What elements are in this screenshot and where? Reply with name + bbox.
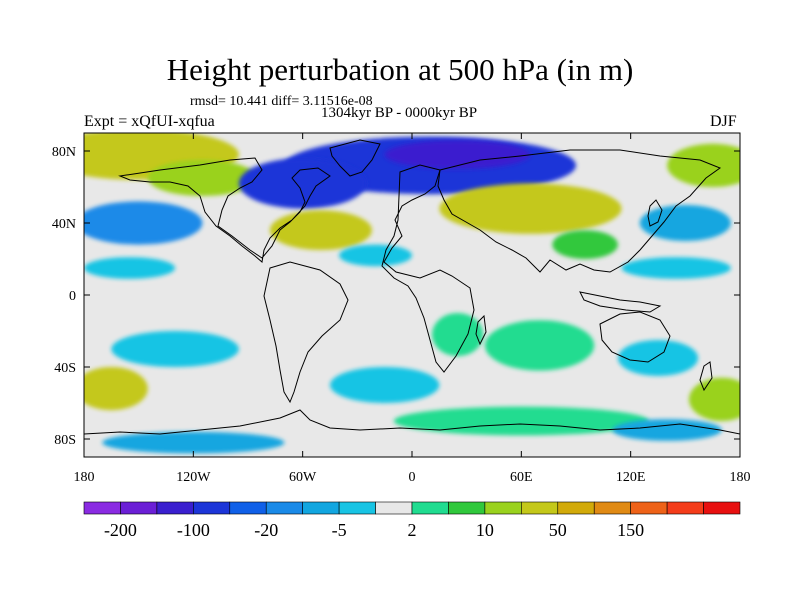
colorbar-swatch	[593, 501, 631, 515]
field-region-south-atlantic-low	[330, 367, 440, 403]
stats-line: rmsd= 10.441 diff= 3.11516e-08	[190, 94, 373, 109]
x-axis: 180 120W 60W 0 60E 120E 180	[74, 133, 751, 485]
colorbar-label: 10	[476, 520, 494, 540]
colorbar-label: 2	[408, 520, 417, 540]
x-tick-label: 180	[730, 470, 751, 485]
field-region-south-pacific-low	[111, 331, 239, 367]
colorbar-label: 150	[617, 520, 644, 540]
coastlines	[84, 139, 740, 435]
chart-title: Height perturbation at 500 hPa (in m)	[166, 52, 634, 87]
chart-subtitle: 1304kyr BP - 0000kyr BP	[321, 105, 478, 121]
coast-antarctica	[84, 409, 740, 435]
coast-asia	[437, 149, 722, 273]
colorbar-swatch	[411, 501, 449, 515]
coast-europe-africa	[381, 164, 475, 373]
field-region-pacific-southern-low	[612, 419, 722, 441]
colorbar-swatch	[302, 501, 340, 515]
colorbar-swatch	[120, 501, 158, 515]
colorbar-swatch	[703, 501, 741, 515]
field-region-canada-low	[238, 158, 367, 209]
colorbar-label: -100	[177, 520, 210, 540]
coast-indonesia	[579, 291, 662, 313]
x-tick-label: 60W	[289, 470, 317, 485]
field-regions	[84, 133, 740, 454]
colorbar-swatch	[83, 501, 121, 515]
x-tick-label: 180	[74, 470, 95, 485]
field-region-indian-ocean-green	[484, 320, 595, 371]
coast-north-america	[118, 157, 331, 263]
field-region-eurasia-high	[439, 183, 622, 234]
colorbar: -200 -100 -20 -5 2 10 50 150	[83, 501, 741, 540]
colorbar-swatch	[375, 501, 413, 515]
field-region-antarctic-low	[102, 431, 285, 454]
coast-japan	[647, 199, 663, 227]
colorbar-label: -20	[254, 520, 278, 540]
y-tick-label: 40N	[52, 217, 76, 232]
colorbar-swatch	[448, 501, 486, 515]
colorbar-swatch	[484, 501, 522, 515]
y-tick-label: 80N	[52, 145, 76, 160]
coast-new-zealand	[699, 361, 713, 392]
field-region-southern-ocean-green	[393, 406, 649, 436]
field-region-arctic-east-high	[667, 143, 740, 187]
colorbar-swatch	[156, 501, 194, 515]
coast-madagascar	[475, 314, 487, 346]
colorbar-swatch	[338, 501, 376, 515]
colorbar-swatch	[265, 501, 303, 515]
colorbar-label: 50	[549, 520, 567, 540]
field-region-south-pacific-high	[84, 367, 148, 411]
coast-greenland	[329, 139, 381, 177]
field-region-north-america-high	[147, 160, 258, 196]
x-tick-label: 120E	[616, 470, 646, 485]
colorbar-swatch	[666, 501, 704, 515]
field-region-tropical-band-east	[621, 257, 731, 279]
y-tick-label: 0	[69, 289, 76, 304]
coast-south-america	[263, 261, 349, 404]
field-region-east-asia-low	[639, 205, 731, 241]
colorbar-swatch	[193, 501, 231, 515]
x-tick-label: 120W	[176, 470, 211, 485]
field-region-tropical-band-west	[84, 257, 176, 279]
colorbar-label: -200	[104, 520, 137, 540]
colorbar-swatch	[557, 501, 595, 515]
y-axis: 80N 40N 0 40S 80S	[52, 145, 740, 448]
colorbar-swatch	[521, 501, 559, 515]
coast-australia	[599, 311, 671, 363]
colorbar-swatch	[630, 501, 668, 515]
field-region-atlantic-tropics	[339, 244, 412, 267]
field-region-australia-low	[617, 340, 699, 376]
y-tick-label: 80S	[54, 433, 76, 448]
colorbar-swatch	[229, 501, 267, 515]
field-region-south-east-high	[688, 377, 740, 421]
colorbar-label: -5	[332, 520, 347, 540]
field-region-north-pacific-low	[84, 201, 203, 245]
field-region-north-atlantic-high	[269, 210, 372, 250]
field-region-africa-green	[432, 313, 484, 357]
field-region-south-asia-green	[552, 230, 618, 259]
x-tick-label: 0	[409, 470, 416, 485]
map-plot-area	[84, 133, 740, 457]
x-tick-label: 60E	[510, 470, 533, 485]
y-tick-label: 40S	[54, 361, 76, 376]
season-label: DJF	[710, 113, 737, 130]
field-region-arctic-low-core	[384, 140, 531, 170]
experiment-label: Expt = xQfUI-xqfua	[84, 113, 215, 130]
